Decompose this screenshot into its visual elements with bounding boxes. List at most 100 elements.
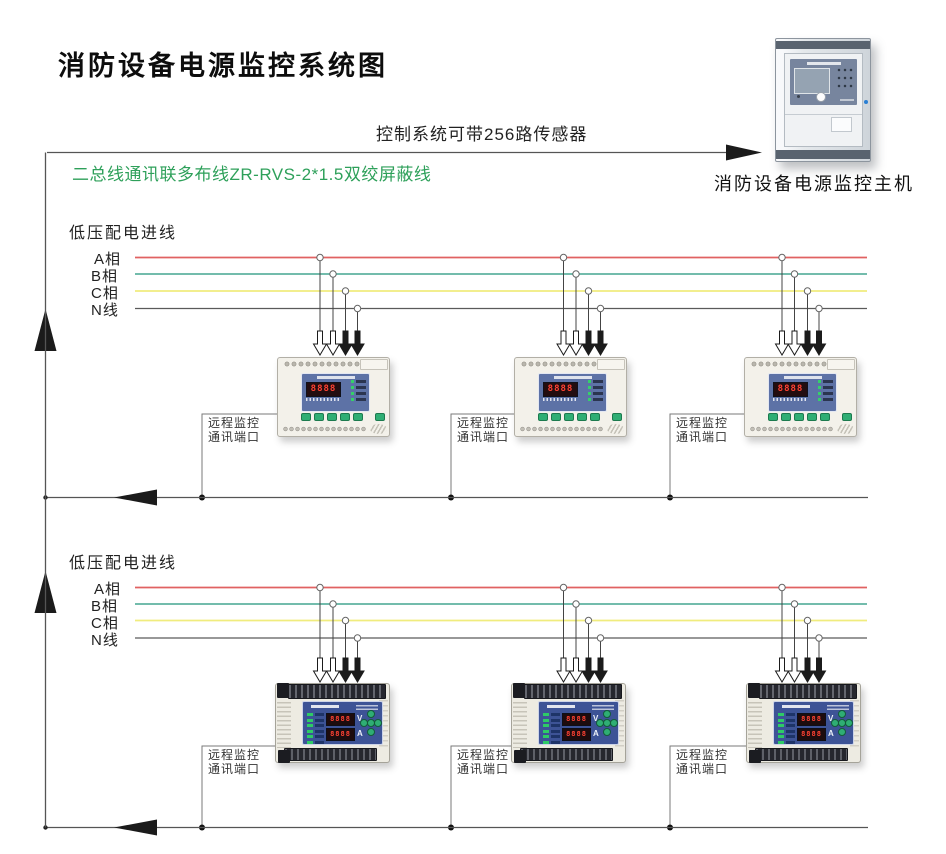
bus-arrow-left [114, 819, 157, 836]
phase-a-label-2: A相 [94, 581, 122, 598]
port-label: 远程监控 通讯端口 [676, 416, 732, 444]
ampere-display: 8888 [562, 728, 591, 741]
ampere-unit-label: A [593, 729, 599, 738]
monitor-host-cabinet [775, 38, 871, 162]
terminal-strip-bottom [284, 748, 377, 761]
button-row [301, 413, 385, 421]
module-panel: 8888 V 8888 A [538, 701, 619, 745]
volt-unit-label: V [593, 714, 599, 723]
vent-grille [370, 424, 387, 434]
port-label-line2: 通讯端口 [208, 761, 261, 776]
tap-circle [584, 287, 593, 295]
phase-b-label-2: B相 [91, 598, 119, 615]
module-tab [597, 359, 625, 370]
terminal-strip-top [288, 684, 386, 699]
tap-arrow-hollow [556, 657, 571, 683]
keypad-down [367, 728, 375, 736]
tap-arrow-solid [581, 657, 596, 683]
module-subtitle-text [356, 705, 378, 711]
ampere-unit-label: A [357, 729, 363, 738]
tap-arrow-hollow [787, 657, 802, 683]
side-ribs-right [850, 700, 859, 748]
tap-arrow-hollow [312, 657, 328, 683]
vent-grille [607, 424, 624, 434]
phase-a-label-1: A相 [94, 251, 122, 268]
incoming-line-label-2: 低压配电进线 [69, 555, 178, 572]
tap-arrow-solid [581, 330, 596, 356]
keypad-right [845, 719, 853, 727]
tap-circle [790, 600, 799, 608]
tap-circle [815, 634, 823, 642]
page-title: 消防设备电源监控系统图 [58, 51, 388, 82]
keypad-up [838, 710, 846, 718]
tap-arrow-solid [593, 330, 608, 356]
port-label-line2: 通讯端口 [676, 761, 729, 776]
indicator-leds [778, 713, 795, 746]
port-label-line1: 远程监控 [208, 416, 261, 430]
host-brand-text [840, 98, 854, 101]
seven-segment-display: 8888 [306, 382, 341, 397]
keypad-right [374, 719, 382, 727]
host-door-seam [785, 114, 862, 115]
power-monitor-module: 8888 [744, 357, 857, 437]
comm-connector-line [201, 745, 275, 828]
keypad-right [610, 719, 618, 727]
tap-arrow-solid [811, 330, 827, 356]
side-ribs-left [748, 702, 762, 748]
port-label: 远程监控 通讯端口 [457, 748, 513, 776]
ampere-unit-label: A [828, 729, 834, 738]
terminal-row-top [751, 360, 827, 368]
port-label: 远程监控 通讯端口 [208, 416, 264, 444]
module-title-text [783, 376, 822, 379]
phase-b-label-1: B相 [91, 268, 119, 285]
tap-arrow-solid [800, 330, 815, 356]
module-title-text [553, 376, 592, 379]
tap-circle [596, 304, 605, 313]
terminal-end-block-top [513, 683, 525, 698]
terminal-end-block-top [277, 683, 289, 698]
seven-segment-display: 8888 [773, 382, 808, 397]
bus-arrow-left [114, 489, 157, 506]
power-monitor-module: 8888 [514, 357, 627, 437]
phase-n-label-1: N线 [91, 302, 119, 319]
tap-arrow-hollow [774, 657, 790, 683]
tap-circle [572, 270, 580, 278]
host-control-panel [790, 59, 857, 105]
keypad-up [603, 710, 611, 718]
port-label-line1: 远程监控 [676, 748, 729, 762]
port-label-line1: 远程监控 [208, 748, 261, 762]
terminal-end-block-bottom [278, 750, 290, 763]
bus-wiring-label: 二总线通讯联多布线ZR-RVS-2*1.5双绞屏蔽线 [72, 165, 432, 184]
tap-arrow-solid [350, 657, 365, 683]
tap-circle [815, 304, 823, 313]
side-ribs-right [615, 700, 624, 748]
side-ribs-right [379, 700, 388, 748]
tap-arrow-hollow [325, 330, 341, 356]
incoming-line-label-1: 低压配电进线 [69, 225, 178, 242]
terminal-strip-bottom [755, 748, 848, 761]
module-panel: 8888 [768, 373, 837, 412]
indicator-leds [543, 713, 560, 746]
button-row [768, 413, 852, 421]
tap-circle [559, 253, 568, 262]
terminal-strip-bottom [520, 748, 613, 761]
host-label: 消防设备电源监控主机 [714, 174, 914, 194]
tap-circle [341, 616, 350, 625]
tap-circle [316, 583, 324, 592]
tap-circle [596, 634, 605, 642]
indicator-leds [588, 380, 603, 404]
terminal-row-top [521, 360, 597, 368]
module-title-text [316, 376, 355, 379]
module-title-text [311, 705, 339, 708]
tap-circle [790, 270, 799, 278]
tap-circle [559, 583, 568, 592]
module-subtitle-text [827, 705, 849, 711]
host-paper-slot [831, 117, 852, 132]
terminal-end-block-top [748, 683, 760, 698]
terminal-row-bottom [520, 425, 604, 433]
port-label-line2: 通讯端口 [457, 429, 510, 444]
tap-arrow-hollow [774, 330, 790, 356]
voltage-sensor-module: 8888 V 8888 A [275, 683, 390, 763]
scale-ticks [773, 398, 806, 401]
